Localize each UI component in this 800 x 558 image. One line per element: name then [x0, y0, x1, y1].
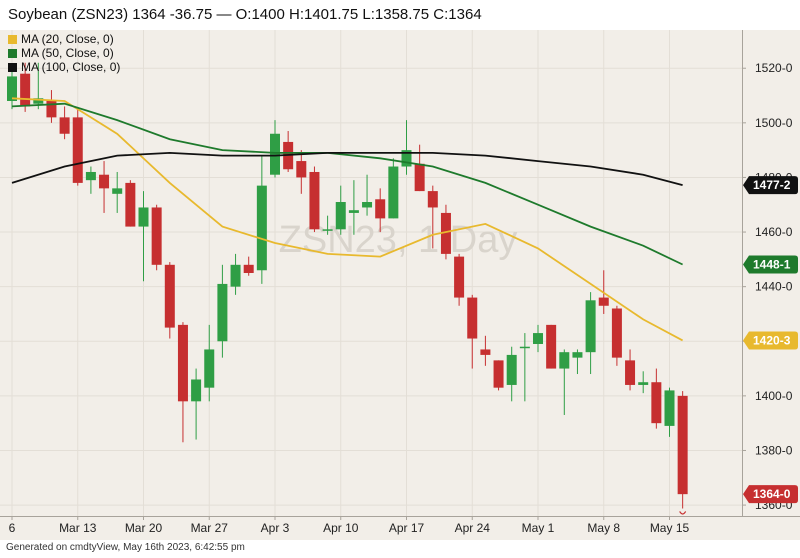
- candle-body-down: [651, 382, 662, 424]
- candle-body-down: [677, 395, 688, 495]
- candle-body-down: [480, 349, 491, 355]
- candle-body-up: [256, 185, 267, 271]
- price-tag: [743, 176, 798, 195]
- candle-body-up: [217, 283, 228, 342]
- y-tick-label: 1380-0: [755, 443, 793, 457]
- price-tag: [743, 331, 798, 350]
- candle-body-up: [559, 352, 570, 369]
- candle-body-down: [296, 161, 307, 178]
- chart-title: Soybean (ZSN23) 1364 -36.75 — O:1400 H:1…: [8, 6, 482, 23]
- candle-body-up: [401, 150, 412, 167]
- candle-body-up: [638, 382, 649, 385]
- ma-line-50: [11, 102, 683, 266]
- ma100-swatch: [8, 63, 17, 72]
- price-tag: [743, 485, 798, 504]
- candle-body-down: [454, 256, 465, 298]
- price-tag-label: 1448-1: [753, 258, 791, 272]
- x-tick-label: 6: [9, 521, 16, 535]
- candle-body-up: [519, 346, 530, 349]
- candle-body-up: [191, 379, 202, 402]
- candle-body-down: [72, 117, 83, 183]
- footer-bar: [0, 540, 800, 558]
- candle-body-down: [46, 100, 57, 118]
- x-tick-label: Mar 27: [191, 521, 229, 535]
- candle-body-down: [125, 182, 136, 227]
- x-tick-label: Apr 17: [389, 521, 425, 535]
- candle-body-up: [348, 210, 359, 213]
- legend-item-ma50[interactable]: MA (50, Close, 0): [8, 46, 120, 60]
- y-tick-label: 1520-0: [755, 61, 793, 75]
- x-tick-label: Mar 13: [59, 521, 97, 535]
- candle-body-up: [33, 98, 44, 104]
- footer-note: Generated on cmdtyView, May 16th 2023, 6…: [6, 542, 245, 553]
- legend-label-ma50: MA (50, Close, 0): [21, 46, 114, 60]
- indicator-legend: MA (20, Close, 0) MA (50, Close, 0) MA (…: [8, 32, 120, 74]
- candle-body-up: [270, 133, 280, 175]
- candle-body-down: [151, 207, 162, 265]
- ma-line-100: [11, 151, 683, 186]
- y-tick-label: 1500-0: [755, 116, 793, 130]
- candle-body-down: [467, 297, 478, 339]
- candle-body-down: [493, 360, 504, 388]
- price-tag-label: 1477-2: [753, 178, 791, 192]
- chart-header: Soybean (ZSN23) 1364 -36.75 — O:1400 H:1…: [0, 0, 800, 31]
- candle-body-up: [85, 171, 96, 181]
- x-tick-label: Apr 10: [323, 521, 359, 535]
- candle-body-down: [309, 171, 320, 230]
- legend-item-ma20[interactable]: MA (20, Close, 0): [8, 32, 120, 46]
- candle-body-up: [572, 352, 583, 358]
- candle-body-up: [533, 333, 543, 344]
- price-tag-label: 1364-0: [753, 487, 791, 501]
- y-tick-label: 1460-0: [755, 225, 793, 239]
- plot-area: [0, 30, 742, 516]
- y-tick-label: 1440-0: [755, 280, 793, 294]
- candle-body-down: [243, 264, 254, 273]
- candle-body-up: [112, 188, 123, 194]
- candle-body-down: [625, 360, 636, 385]
- candle-body-down: [427, 191, 438, 208]
- candle-body-up: [138, 207, 149, 227]
- candle-body-up: [322, 229, 333, 231]
- candle-body-down: [375, 199, 386, 219]
- candle-body-down: [177, 324, 188, 402]
- candle-body-down: [99, 174, 110, 189]
- price-tag: [743, 255, 798, 274]
- legend-label-ma20: MA (20, Close, 0): [21, 32, 114, 46]
- legend-label-ma100: MA (100, Close, 0): [21, 60, 121, 74]
- x-tick-label: May 1: [522, 521, 555, 535]
- candle-body-up: [204, 349, 215, 388]
- candle-body-up: [230, 264, 241, 287]
- ma-line-20: [11, 97, 684, 342]
- time-axis-panel: [0, 516, 800, 540]
- candle-body-up: [506, 354, 517, 385]
- candle-body-down: [546, 324, 557, 369]
- candle-body-down: [414, 163, 425, 192]
- candle-body-up: [388, 166, 399, 219]
- x-tick-label: Apr 24: [455, 521, 491, 535]
- candle-body-up: [7, 76, 17, 101]
- x-tick-label: Mar 20: [125, 521, 163, 535]
- candle-body-down: [59, 117, 70, 134]
- candle-body-up: [664, 390, 675, 426]
- candle-body-up: [585, 300, 596, 353]
- ma50-swatch: [8, 49, 17, 58]
- candle-body-down: [611, 308, 622, 358]
- ma20-swatch: [8, 35, 17, 44]
- x-tick-label: May 15: [650, 521, 690, 535]
- candle-body-down: [440, 212, 451, 254]
- candle-body-down: [164, 264, 175, 328]
- last-price-marker: [679, 511, 687, 515]
- candle-body-up: [362, 202, 373, 208]
- candle-body-down: [598, 297, 609, 306]
- y-tick-label: 1400-0: [755, 389, 793, 403]
- x-tick-label: Apr 3: [261, 521, 290, 535]
- candle-body-down: [20, 73, 31, 107]
- x-tick-label: May 8: [587, 521, 620, 535]
- price-tag-label: 1420-3: [753, 333, 791, 347]
- legend-item-ma100[interactable]: MA (100, Close, 0): [8, 60, 120, 74]
- candle-body-up: [335, 202, 346, 230]
